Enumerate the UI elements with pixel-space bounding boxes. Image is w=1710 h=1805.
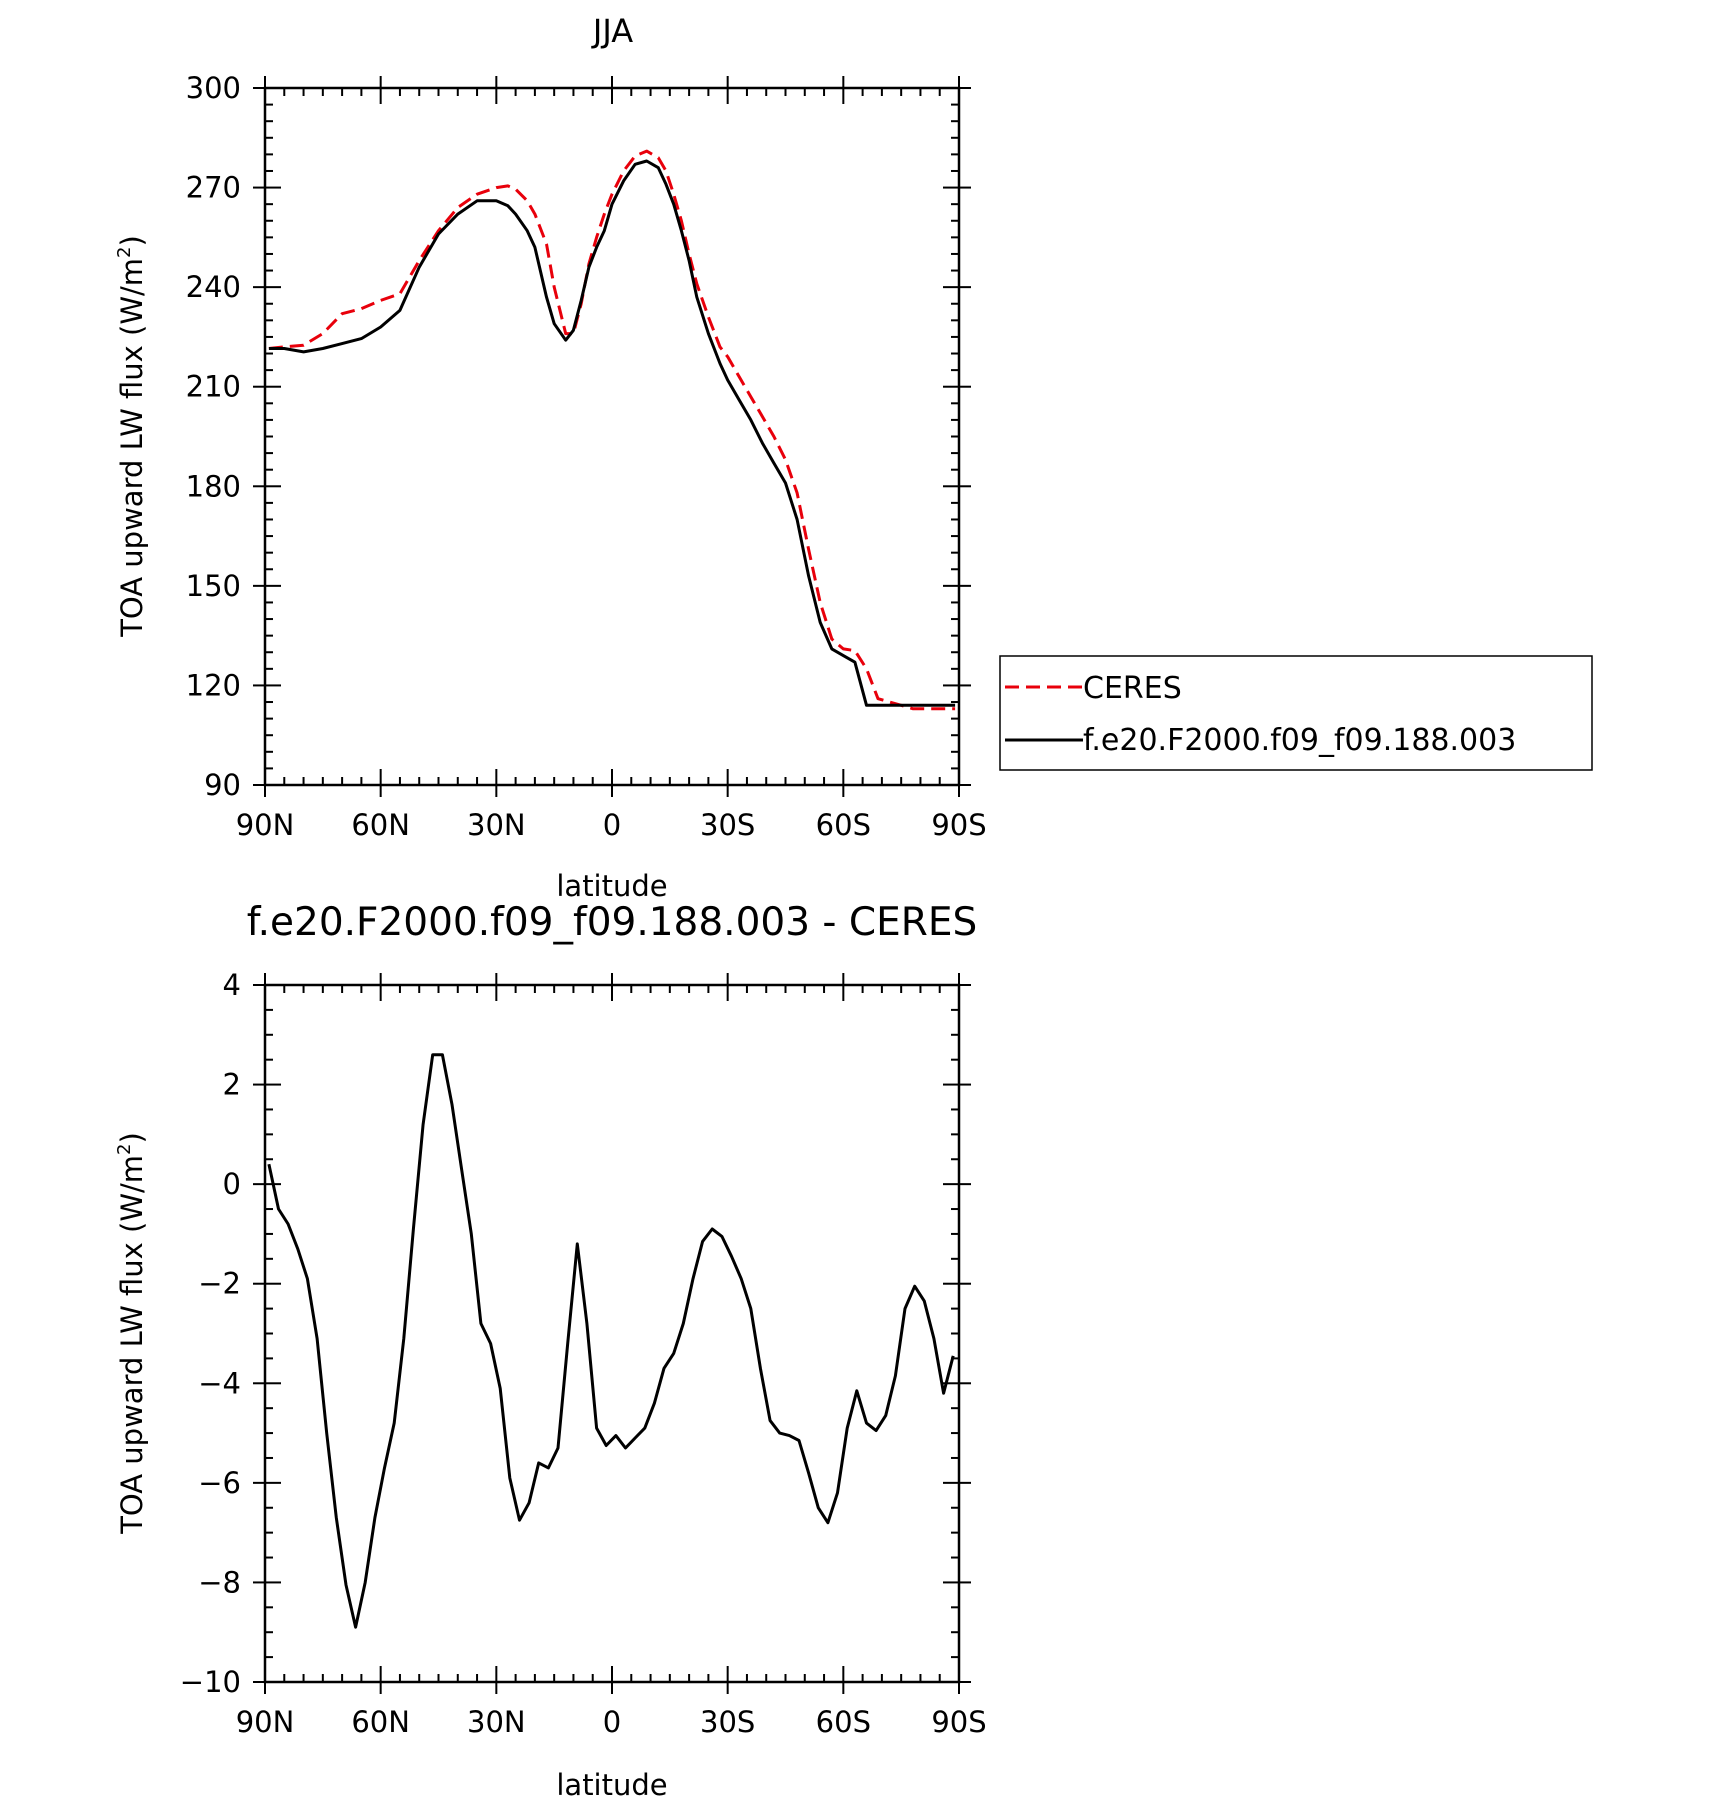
- top-xtick-label-60n: 60N: [351, 808, 410, 842]
- top-panel-plot-frame: [263, 86, 961, 787]
- bottom-series-line-f-e20-f2000-f09-f09-188-003-ceres: [267, 1053, 955, 1629]
- top-series-line-ceres: [268, 149, 956, 711]
- bottom-panel-y-axis-label-main: TOA upward LW flux (W/m: [115, 1155, 149, 1535]
- top-xtick-label-60s: 60S: [816, 808, 871, 842]
- top-xtick-label-90s: 90S: [931, 808, 986, 842]
- top-xtick-label-30n: 30N: [467, 808, 526, 842]
- top-panel-title: JJA: [591, 12, 633, 50]
- top-ytick-label-120: 120: [186, 668, 241, 702]
- bottom-ytick-label-10: −10: [180, 1665, 241, 1699]
- bottom-xtick-label-60s: 60S: [816, 1705, 871, 1739]
- top-panel-y-axis-label-close: ): [115, 235, 149, 246]
- bottom-xtick-label-0: 0: [603, 1705, 621, 1739]
- bottom-panel: f.e20.F2000.f09_f09.188.003 - CERES 90N 6…: [114, 900, 987, 1802]
- bottom-xtick-label-90s: 90S: [931, 1705, 986, 1739]
- bottom-ytick-label-2: 2: [223, 1068, 241, 1102]
- top-panel-series: [268, 149, 956, 711]
- top-panel: JJA 90N 60N 30N 0 30S 60S 90S 90 120 150 180 210 240…: [114, 12, 1593, 903]
- top-ytick-label-90: 90: [204, 768, 241, 802]
- top-panel-y-axis-label-main: TOA upward LW flux (W/m: [115, 258, 149, 638]
- bottom-panel-x-axis-label: latitude: [556, 1768, 667, 1802]
- bottom-panel-ticks: [253, 973, 971, 1694]
- top-panel-ticks: [253, 76, 971, 797]
- bottom-ytick-label-6: −6: [198, 1466, 241, 1500]
- bottom-panel-y-axis-label: TOA upward LW flux (W/m2): [114, 1132, 149, 1535]
- top-panel-y-axis-label: TOA upward LW flux (W/m2): [114, 235, 149, 638]
- top-ytick-label-300: 300: [186, 71, 241, 105]
- top-ytick-label-210: 210: [186, 370, 241, 404]
- top-panel-y-axis-label-sup: 2: [114, 247, 135, 258]
- top-panel-x-axis-label: latitude: [556, 869, 667, 903]
- bottom-panel-tick-labels: 90N 60N 30N 0 30S 60S 90S −10 −8 −6 −4 −2 0 2 4: [180, 968, 987, 1739]
- legend-label-ceres: CERES: [1083, 671, 1182, 706]
- bottom-ytick-label-8: −8: [198, 1565, 241, 1599]
- bottom-xtick-label-30n: 30N: [467, 1705, 526, 1739]
- top-ytick-label-150: 150: [186, 569, 241, 603]
- bottom-panel-plot-frame: [263, 983, 961, 1684]
- bottom-ytick-label-4: −4: [198, 1366, 241, 1400]
- bottom-ytick-label-2: −2: [198, 1267, 241, 1301]
- top-xtick-label-0: 0: [603, 808, 621, 842]
- top-series-line-f-e20-f2000-f09-f09-188-003: [268, 159, 956, 707]
- bottom-xtick-label-90n: 90N: [236, 1705, 295, 1739]
- top-xtick-label-90n: 90N: [236, 808, 295, 842]
- bottom-panel-y-axis-label-sup: 2: [114, 1144, 135, 1155]
- top-ytick-label-240: 240: [186, 270, 241, 304]
- bottom-panel-title: f.e20.F2000.f09_f09.188.003 - CERES: [247, 900, 978, 945]
- legend: CERES f.e20.F2000.f09_f09.188.003: [999, 655, 1593, 771]
- top-xtick-label-30s: 30S: [700, 808, 755, 842]
- bottom-xtick-label-30s: 30S: [700, 1705, 755, 1739]
- legend-box: [999, 655, 1593, 771]
- top-ytick-label-180: 180: [186, 469, 241, 503]
- top-panel-tick-labels: 90N 60N 30N 0 30S 60S 90S 90 120 150 180 210 240 270 3…: [186, 71, 987, 842]
- bottom-ytick-label-0: 0: [223, 1167, 241, 1201]
- bottom-ytick-label-4: 4: [223, 968, 241, 1002]
- bottom-xtick-label-60n: 60N: [351, 1705, 410, 1739]
- legend-label-model: f.e20.F2000.f09_f09.188.003: [1083, 723, 1516, 758]
- top-ytick-label-270: 270: [186, 171, 241, 205]
- bottom-panel-y-axis-label-close: ): [115, 1132, 149, 1143]
- bottom-panel-series: [267, 1053, 955, 1629]
